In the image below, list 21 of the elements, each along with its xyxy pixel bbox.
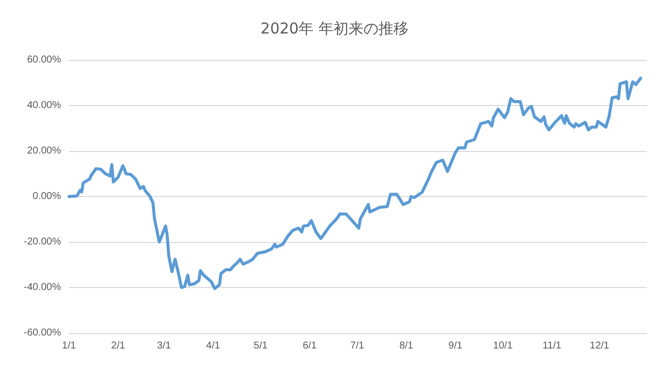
x-tick-label: 5/1 <box>254 340 268 352</box>
y-tick-label: -40.00% <box>24 282 62 293</box>
x-tick-label: 9/1 <box>448 340 463 352</box>
y-tick-label: 40.00% <box>27 100 62 111</box>
y-tick-label: 0.00% <box>32 191 62 202</box>
y-tick-label: 60.00% <box>27 54 62 66</box>
x-tick-label: 4/1 <box>206 340 220 352</box>
x-tick-label: 12/1 <box>590 340 610 352</box>
x-tick-label: 1/1 <box>62 340 76 352</box>
chart-title: 2020年 年初来の推移 <box>260 20 408 38</box>
y-tick-label: -60.00% <box>24 328 62 338</box>
line-series <box>68 76 642 290</box>
x-tick-label: 11/1 <box>542 340 562 352</box>
x-tick-label: 8/1 <box>399 340 414 352</box>
y-tick-label: -20.00% <box>24 236 62 248</box>
x-tick-label: 7/1 <box>350 340 365 352</box>
x-tick-label: 10/1 <box>493 340 514 352</box>
x-tick-label: 2/1 <box>111 340 126 352</box>
y-tick-label: 20.00% <box>27 146 62 156</box>
x-tick-label: 6/1 <box>302 340 318 352</box>
x-tick-label: 3/1 <box>157 340 172 352</box>
